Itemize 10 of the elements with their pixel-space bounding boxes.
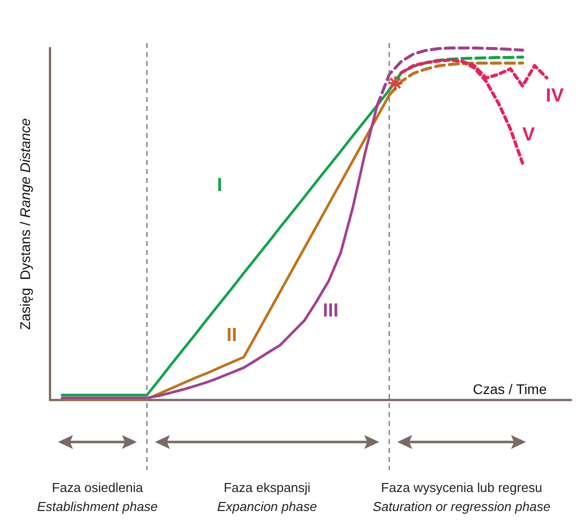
text: Faza wysycenia lub regresu Saturation or regression phase (372, 479, 551, 516)
text: I (216, 175, 222, 196)
text: Faza osiedlenia Establishment phase (37, 479, 158, 516)
y-axis-title: Zasięg Dystans / Range Distance (17, 118, 33, 330)
series-label: V (522, 124, 536, 146)
series-label: IV (546, 85, 564, 106)
series-label: III (322, 300, 339, 322)
text: Faza ekspansji Expancion phase (217, 479, 317, 516)
x-axis-title: Czas / Time (472, 381, 547, 397)
series-label: II (226, 324, 238, 346)
